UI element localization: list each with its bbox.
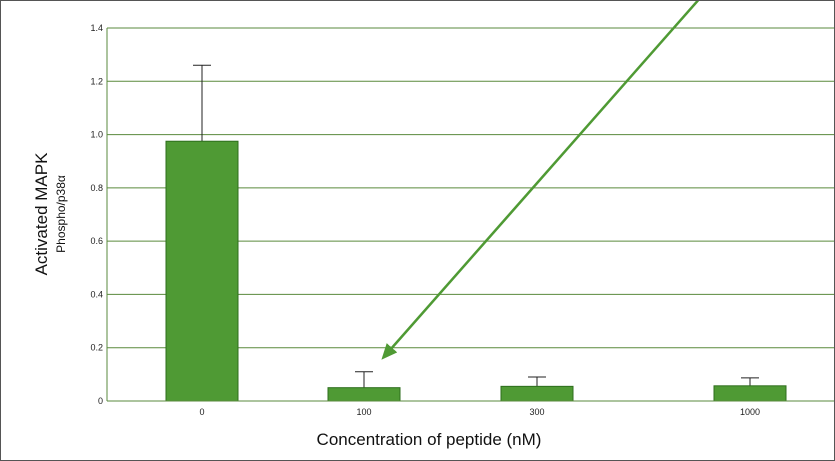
y-tick-label: 0.8: [90, 183, 103, 193]
x-axis-ticks: 0 100 300 1000: [199, 407, 760, 417]
y-tick-label: 0.2: [90, 343, 103, 353]
bar: [713, 385, 787, 402]
bar: [500, 385, 574, 402]
y-axis-label: Activated MAPK: [32, 152, 51, 275]
y-tick-label: 1.2: [90, 76, 103, 86]
y-axis-sublabel: Phospho/p38α: [54, 175, 68, 253]
error-bars: [193, 64, 759, 388]
x-tick-label: 300: [529, 407, 544, 417]
bar: [327, 387, 401, 402]
y-axis-ticks: 0 0.2 0.4 0.6 0.8 1.0 1.2 1.4: [90, 23, 103, 406]
x-axis-label: Concentration of peptide (nM): [317, 430, 542, 449]
bar: [165, 140, 239, 402]
y-tick-label: 0.4: [90, 289, 103, 299]
annotation-arrow: [381, 1, 700, 360]
x-tick-label: 100: [356, 407, 371, 417]
bars: [165, 140, 787, 402]
y-tick-label: 1.4: [90, 23, 103, 33]
y-tick-label: 0.6: [90, 236, 103, 246]
x-tick-label: 1000: [740, 407, 760, 417]
y-tick-label: 0: [98, 396, 103, 406]
x-tick-label: 0: [199, 407, 204, 417]
y-tick-label: 1.0: [90, 130, 103, 140]
